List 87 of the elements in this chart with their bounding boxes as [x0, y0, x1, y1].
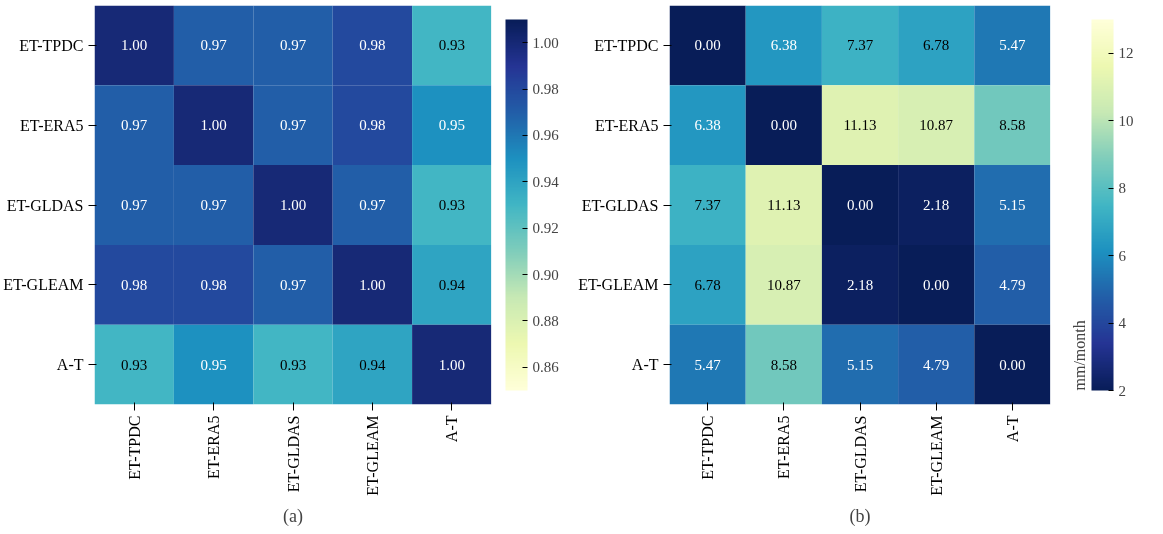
- data-label: 0.97: [121, 197, 148, 213]
- x-tick-label: ET-TPDC: [699, 415, 717, 480]
- y-tick-label: ET-GLDAS: [6, 196, 84, 214]
- y-tick-label: ET-TPDC: [19, 36, 84, 54]
- color-bar-label: 2: [1118, 382, 1126, 399]
- data-label: 0.94: [359, 356, 387, 373]
- data-label: 4.79: [999, 276, 1026, 293]
- y-tick-label: ET-GLEAM: [3, 276, 84, 294]
- data-label: 0.93: [438, 37, 465, 54]
- data-label: 6.38: [694, 117, 721, 134]
- data-label: 10.87: [919, 117, 954, 134]
- data-label: 5.15: [846, 356, 874, 373]
- x-tick-label: ET-ERA5: [775, 415, 793, 479]
- data-label: 6.38: [770, 37, 797, 54]
- data-label: 6.78: [694, 276, 721, 293]
- data-label: 4.79: [923, 356, 950, 373]
- color-bar-label: 0.96: [532, 127, 560, 144]
- color-bar-title: mm/month: [1070, 320, 1088, 391]
- data-label: 0.98: [200, 276, 227, 293]
- data-label: 5.47: [694, 356, 722, 373]
- data-label: 2.18: [846, 276, 874, 293]
- data-label: 0.97: [279, 37, 307, 54]
- data-label: 0.97: [121, 117, 148, 134]
- y-tick-label: ET-ERA5: [595, 116, 659, 134]
- color-bar-label: 0.86: [532, 359, 560, 376]
- data-label: 0.93: [438, 197, 465, 213]
- color-bar-label: 10: [1118, 112, 1134, 129]
- data-label: 0.97: [200, 37, 228, 54]
- data-label: 0.00: [999, 356, 1026, 373]
- data-label: 1.00: [438, 356, 465, 373]
- data-label: 0.95: [200, 356, 227, 373]
- data-label: 0.97: [359, 197, 387, 213]
- color-bar-label: 1.00: [532, 34, 559, 51]
- color-bar-label: 0.92: [532, 220, 559, 237]
- data-label: 0.00: [846, 197, 874, 213]
- data-label: 0.95: [438, 117, 465, 134]
- text: (a): [283, 505, 303, 527]
- data-label: 10.87: [766, 276, 802, 293]
- data-label: 8.58: [999, 117, 1026, 134]
- data-label: 1.00: [359, 276, 386, 293]
- color-bar-label: 4: [1118, 315, 1127, 332]
- y-tick-label: ET-ERA5: [20, 116, 84, 134]
- x-tick-label: ET-GLDAS: [851, 415, 869, 493]
- y-tick-label: A-T: [56, 356, 84, 374]
- data-label: 0.98: [121, 276, 148, 293]
- color-bar-label: 6: [1118, 247, 1127, 264]
- color-bar-label: 0.98: [532, 81, 559, 98]
- data-label: 1.00: [121, 37, 148, 54]
- color-bar-label: 12: [1118, 45, 1134, 62]
- data-label: 7.37: [846, 37, 874, 54]
- x-tick-label: A-T: [1003, 415, 1021, 443]
- x-tick-label: ET-GLDAS: [284, 415, 302, 493]
- color-bar-label: 0.88: [532, 312, 559, 329]
- data-label: 1.00: [279, 197, 307, 213]
- data-label: 0.98: [359, 37, 386, 54]
- data-label: 7.37: [694, 197, 722, 213]
- y-tick-label: ET-GLEAM: [578, 276, 659, 294]
- data-label: 5.47: [999, 37, 1027, 54]
- data-label: 0.97: [200, 197, 228, 213]
- y-tick-label: ET-TPDC: [594, 36, 659, 54]
- data-label: 11.13: [843, 117, 877, 134]
- data-label: 0.00: [770, 117, 797, 134]
- data-label: 5.15: [999, 197, 1026, 213]
- data-label: 0.00: [923, 276, 950, 293]
- color-bar-label: 0.94: [532, 173, 560, 190]
- color-bar-label: 8: [1118, 180, 1126, 197]
- data-label: 0.98: [359, 117, 386, 134]
- data-label: 0.97: [279, 117, 307, 134]
- x-tick-label: ET-GLEAM: [363, 415, 381, 496]
- x-tick-label: ET-GLEAM: [927, 415, 945, 496]
- data-label: 11.13: [767, 197, 801, 213]
- color-bar-label: 0.90: [532, 266, 559, 283]
- text: (b): [849, 505, 871, 527]
- data-label: 0.93: [279, 356, 307, 373]
- x-tick-label: A-T: [443, 415, 461, 443]
- data-label: 0.97: [279, 276, 307, 293]
- data-label: 0.93: [121, 356, 148, 373]
- y-tick-label: ET-GLDAS: [581, 196, 659, 214]
- data-label: 1.00: [200, 117, 227, 134]
- data-label: 2.18: [923, 197, 950, 213]
- x-tick-label: ET-TPDC: [125, 415, 143, 480]
- x-tick-label: ET-ERA5: [205, 415, 223, 479]
- data-label: 0.00: [694, 37, 721, 54]
- data-label: 0.94: [438, 276, 466, 293]
- data-label: 8.58: [770, 356, 797, 373]
- data-label: 6.78: [923, 37, 950, 54]
- y-tick-label: A-T: [631, 356, 659, 374]
